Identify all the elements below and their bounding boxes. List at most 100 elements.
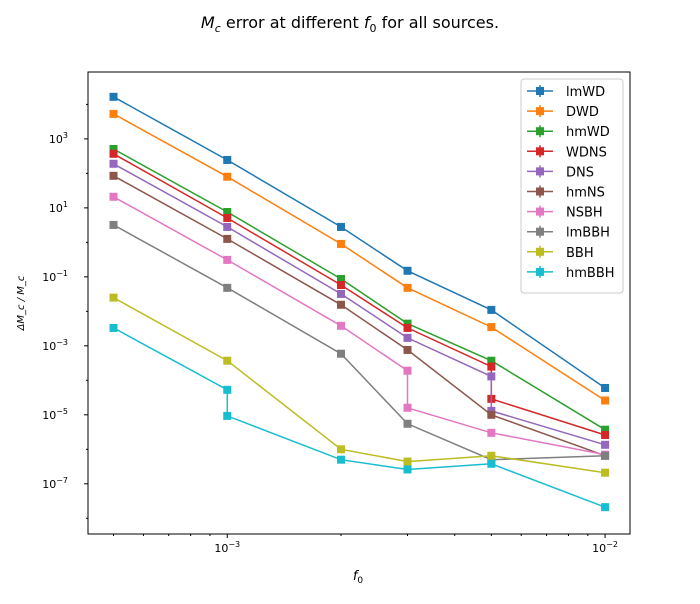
data-point	[403, 266, 412, 275]
data-point	[403, 323, 412, 332]
data-point	[403, 283, 412, 292]
data-point	[601, 451, 610, 460]
data-point	[403, 366, 412, 375]
y-tick-label: 10−1	[42, 269, 68, 284]
data-point	[336, 281, 345, 290]
legend-label: hmWD	[566, 125, 610, 140]
legend-marker	[536, 227, 544, 236]
data-point	[403, 345, 412, 354]
data-point	[109, 92, 118, 101]
legend-label: DWD	[566, 105, 599, 120]
data-point	[223, 385, 232, 394]
x-axis-label: f0	[353, 569, 364, 586]
data-point	[601, 440, 610, 449]
legend-box	[520, 78, 624, 294]
legend-marker	[536, 207, 544, 216]
data-point	[223, 207, 232, 216]
data-point	[601, 396, 610, 405]
data-point	[336, 289, 345, 298]
y-tick-label: 103	[49, 131, 68, 146]
legend-label: hmNS	[566, 186, 605, 201]
data-point	[336, 300, 345, 309]
data-point	[336, 445, 345, 454]
series-line	[113, 113, 606, 402]
legend-label: WDNS	[566, 145, 607, 160]
data-point	[336, 321, 345, 330]
y-tick-label: 101	[49, 200, 68, 215]
data-point	[487, 305, 496, 314]
data-point	[403, 319, 412, 328]
legend-marker	[536, 167, 544, 176]
data-point	[336, 222, 345, 231]
series-line	[113, 175, 606, 457]
data-point	[223, 255, 232, 264]
legend-label: NSBH	[566, 206, 603, 221]
data-point	[403, 419, 412, 428]
y-tick-label: 10−7	[42, 476, 68, 491]
legend-label: lmBBH	[566, 226, 610, 241]
data-point	[223, 155, 232, 164]
data-point	[601, 425, 610, 434]
y-axis-label: ΔM_c / M_c	[16, 275, 27, 331]
series-hmBBH	[109, 323, 610, 512]
data-point	[109, 171, 118, 180]
y-tick-label: 10−5	[42, 407, 68, 422]
data-point	[336, 349, 345, 358]
data-point	[109, 293, 118, 302]
series-DWD	[109, 109, 610, 405]
chart-title: Mc error at different f0 for all sources…	[201, 13, 499, 35]
data-point	[336, 239, 345, 248]
data-point	[223, 172, 232, 181]
data-point	[109, 144, 118, 153]
data-point	[487, 410, 496, 419]
data-point	[487, 356, 496, 365]
legend-label: hmBBH	[566, 266, 615, 281]
data-point	[336, 455, 345, 464]
data-point	[109, 220, 118, 229]
data-point	[223, 222, 232, 231]
x-tick-label: 10−3	[214, 540, 240, 555]
data-point	[487, 323, 496, 332]
data-point	[109, 323, 118, 332]
data-point	[403, 457, 412, 466]
legend-marker	[536, 247, 544, 256]
series-line	[113, 148, 606, 431]
data-point	[403, 333, 412, 342]
data-point	[601, 430, 610, 439]
x-tick-label: 10−2	[592, 540, 618, 555]
data-point	[223, 213, 232, 222]
legend-marker	[536, 187, 544, 196]
data-point	[601, 503, 610, 512]
series-line	[113, 296, 606, 474]
plot-frame	[87, 71, 631, 535]
data-point	[403, 403, 412, 412]
series-BBH	[109, 293, 610, 477]
y-tick-label: 10−3	[42, 338, 68, 353]
legend-label: DNS	[566, 165, 594, 180]
data-point	[601, 383, 610, 392]
data-point	[487, 372, 496, 381]
series-lmWD	[109, 92, 610, 392]
data-point	[487, 451, 496, 460]
series-hmWD	[109, 144, 610, 434]
data-point	[487, 362, 496, 371]
legend: lmWD DWD hmWD WDNS DNS hmNS NSBH lmBBH BBH hmBBH	[520, 78, 624, 294]
data-point	[223, 356, 232, 365]
data-point	[109, 149, 118, 158]
legend-marker	[536, 107, 544, 116]
data-point	[403, 465, 412, 474]
series-line	[113, 96, 606, 389]
data-point	[223, 283, 232, 292]
legend-label: BBH	[566, 246, 594, 261]
legend-label: lmWD	[566, 85, 605, 100]
series-line	[113, 327, 606, 508]
data-point	[601, 468, 610, 477]
data-point	[487, 459, 496, 468]
data-point	[487, 428, 496, 437]
legend-marker	[536, 147, 544, 156]
data-point	[109, 109, 118, 118]
data-point	[223, 234, 232, 243]
data-point	[109, 192, 118, 201]
